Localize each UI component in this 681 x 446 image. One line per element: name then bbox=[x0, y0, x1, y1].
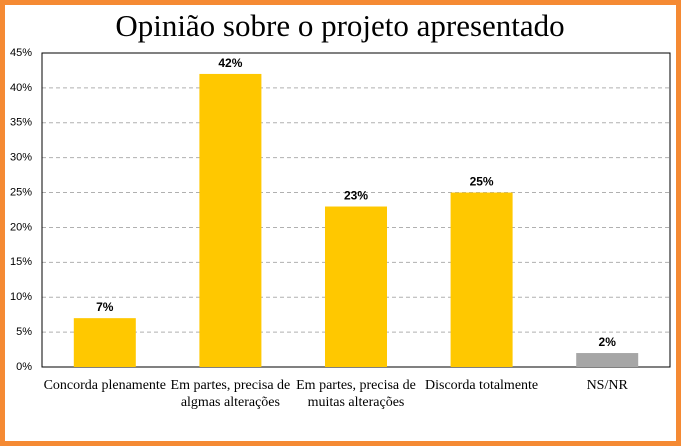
data-label: 7% bbox=[96, 300, 114, 314]
bar bbox=[450, 192, 513, 367]
y-tick-label: 0% bbox=[16, 361, 32, 373]
y-tick-label: 25% bbox=[10, 186, 32, 198]
y-tick-label: 40% bbox=[10, 82, 32, 94]
bar bbox=[73, 318, 136, 367]
x-tick-label: NS/NR bbox=[586, 378, 628, 393]
bar bbox=[199, 73, 262, 367]
data-label: 23% bbox=[344, 189, 368, 203]
data-label: 25% bbox=[470, 175, 494, 189]
data-label: 42% bbox=[218, 56, 242, 70]
x-tick-label: Em partes, precisa de algmas alterações bbox=[170, 378, 291, 410]
y-tick-label: 35% bbox=[10, 117, 32, 129]
y-tick-label: 10% bbox=[10, 291, 32, 303]
bar bbox=[576, 353, 639, 367]
chart-title: Opinião sobre o projeto apresentado bbox=[115, 8, 564, 43]
y-tick-label: 30% bbox=[10, 152, 32, 164]
y-tick-label: 5% bbox=[16, 326, 32, 338]
y-tick-label: 45% bbox=[10, 47, 32, 59]
x-tick-label: Em partes, precisa de muitas alterações bbox=[296, 378, 416, 410]
y-tick-label: 15% bbox=[10, 256, 32, 268]
data-label: 2% bbox=[599, 335, 617, 349]
x-tick-label: Discorda totalmente bbox=[425, 378, 539, 393]
x-tick-label: Concorda plenamente bbox=[43, 378, 167, 393]
bar bbox=[325, 206, 387, 367]
y-tick-label: 20% bbox=[10, 221, 32, 233]
